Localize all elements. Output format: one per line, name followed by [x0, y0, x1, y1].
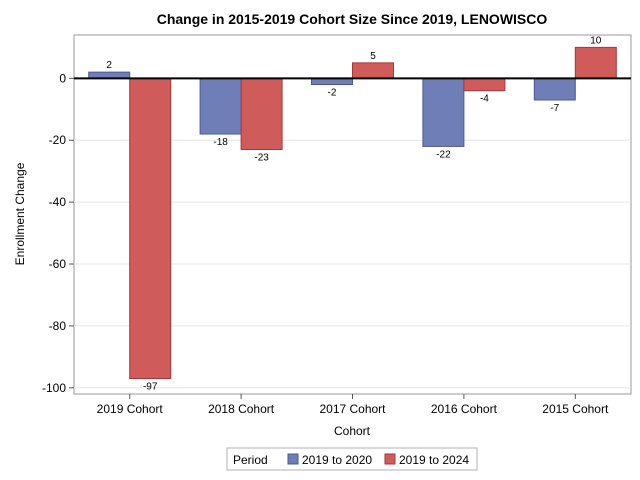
- x-axis: 2019 Cohort 2018 Cohort 2017 Cohort 2016 Co…: [97, 394, 609, 416]
- bar: [463, 77, 506, 92]
- x-axis-label: Cohort: [334, 424, 371, 438]
- y-tick-label: -20: [49, 133, 67, 147]
- bar: [199, 77, 242, 135]
- data-label: -18: [213, 137, 228, 148]
- legend-swatch: [384, 453, 396, 465]
- bar: [533, 77, 576, 101]
- bar: [422, 77, 465, 147]
- chart-title: Change in 2015-2019 Cohort Size Since 20…: [157, 11, 548, 27]
- data-label: 5: [370, 51, 376, 62]
- bars: [88, 46, 617, 380]
- data-label: -2: [328, 88, 337, 99]
- x-tick-label: 2015 Cohort: [542, 402, 609, 416]
- legend-title: Period: [233, 453, 268, 467]
- data-label: 10: [590, 35, 602, 46]
- bar: [129, 77, 172, 380]
- y-tick-label: -100: [42, 381, 66, 395]
- x-tick-label: 2017 Cohort: [319, 402, 386, 416]
- y-axis: 0 -20 -40 -60 -80 -100: [42, 71, 74, 395]
- legend: Period 2019 to 2020 2019 to 2024: [226, 447, 478, 471]
- y-tick-label: -40: [49, 195, 67, 209]
- x-tick-label: 2018 Cohort: [208, 402, 275, 416]
- legend-entry: 2019 to 2024: [399, 453, 469, 467]
- x-tick-label: 2016 Cohort: [431, 402, 498, 416]
- bar: [352, 62, 394, 79]
- y-tick-label: 0: [59, 71, 66, 85]
- bar: [574, 46, 617, 79]
- data-label: 2: [106, 60, 112, 71]
- data-label: -97: [143, 382, 158, 393]
- data-label: -4: [480, 94, 489, 105]
- y-tick-label: -60: [49, 257, 67, 271]
- data-labels: 2 -97 -18 -23 -2 5 -22 -4 -7 10: [106, 35, 601, 392]
- x-tick-label: 2019 Cohort: [97, 402, 164, 416]
- legend-entry: 2019 to 2020: [302, 453, 372, 467]
- y-axis-label: Enrollment Change: [13, 162, 27, 265]
- data-label: -22: [436, 149, 451, 160]
- y-tick-label: -80: [49, 319, 67, 333]
- data-label: -7: [550, 103, 559, 114]
- data-label: -23: [254, 153, 269, 164]
- legend-swatch: [287, 453, 299, 465]
- bar: [240, 77, 283, 151]
